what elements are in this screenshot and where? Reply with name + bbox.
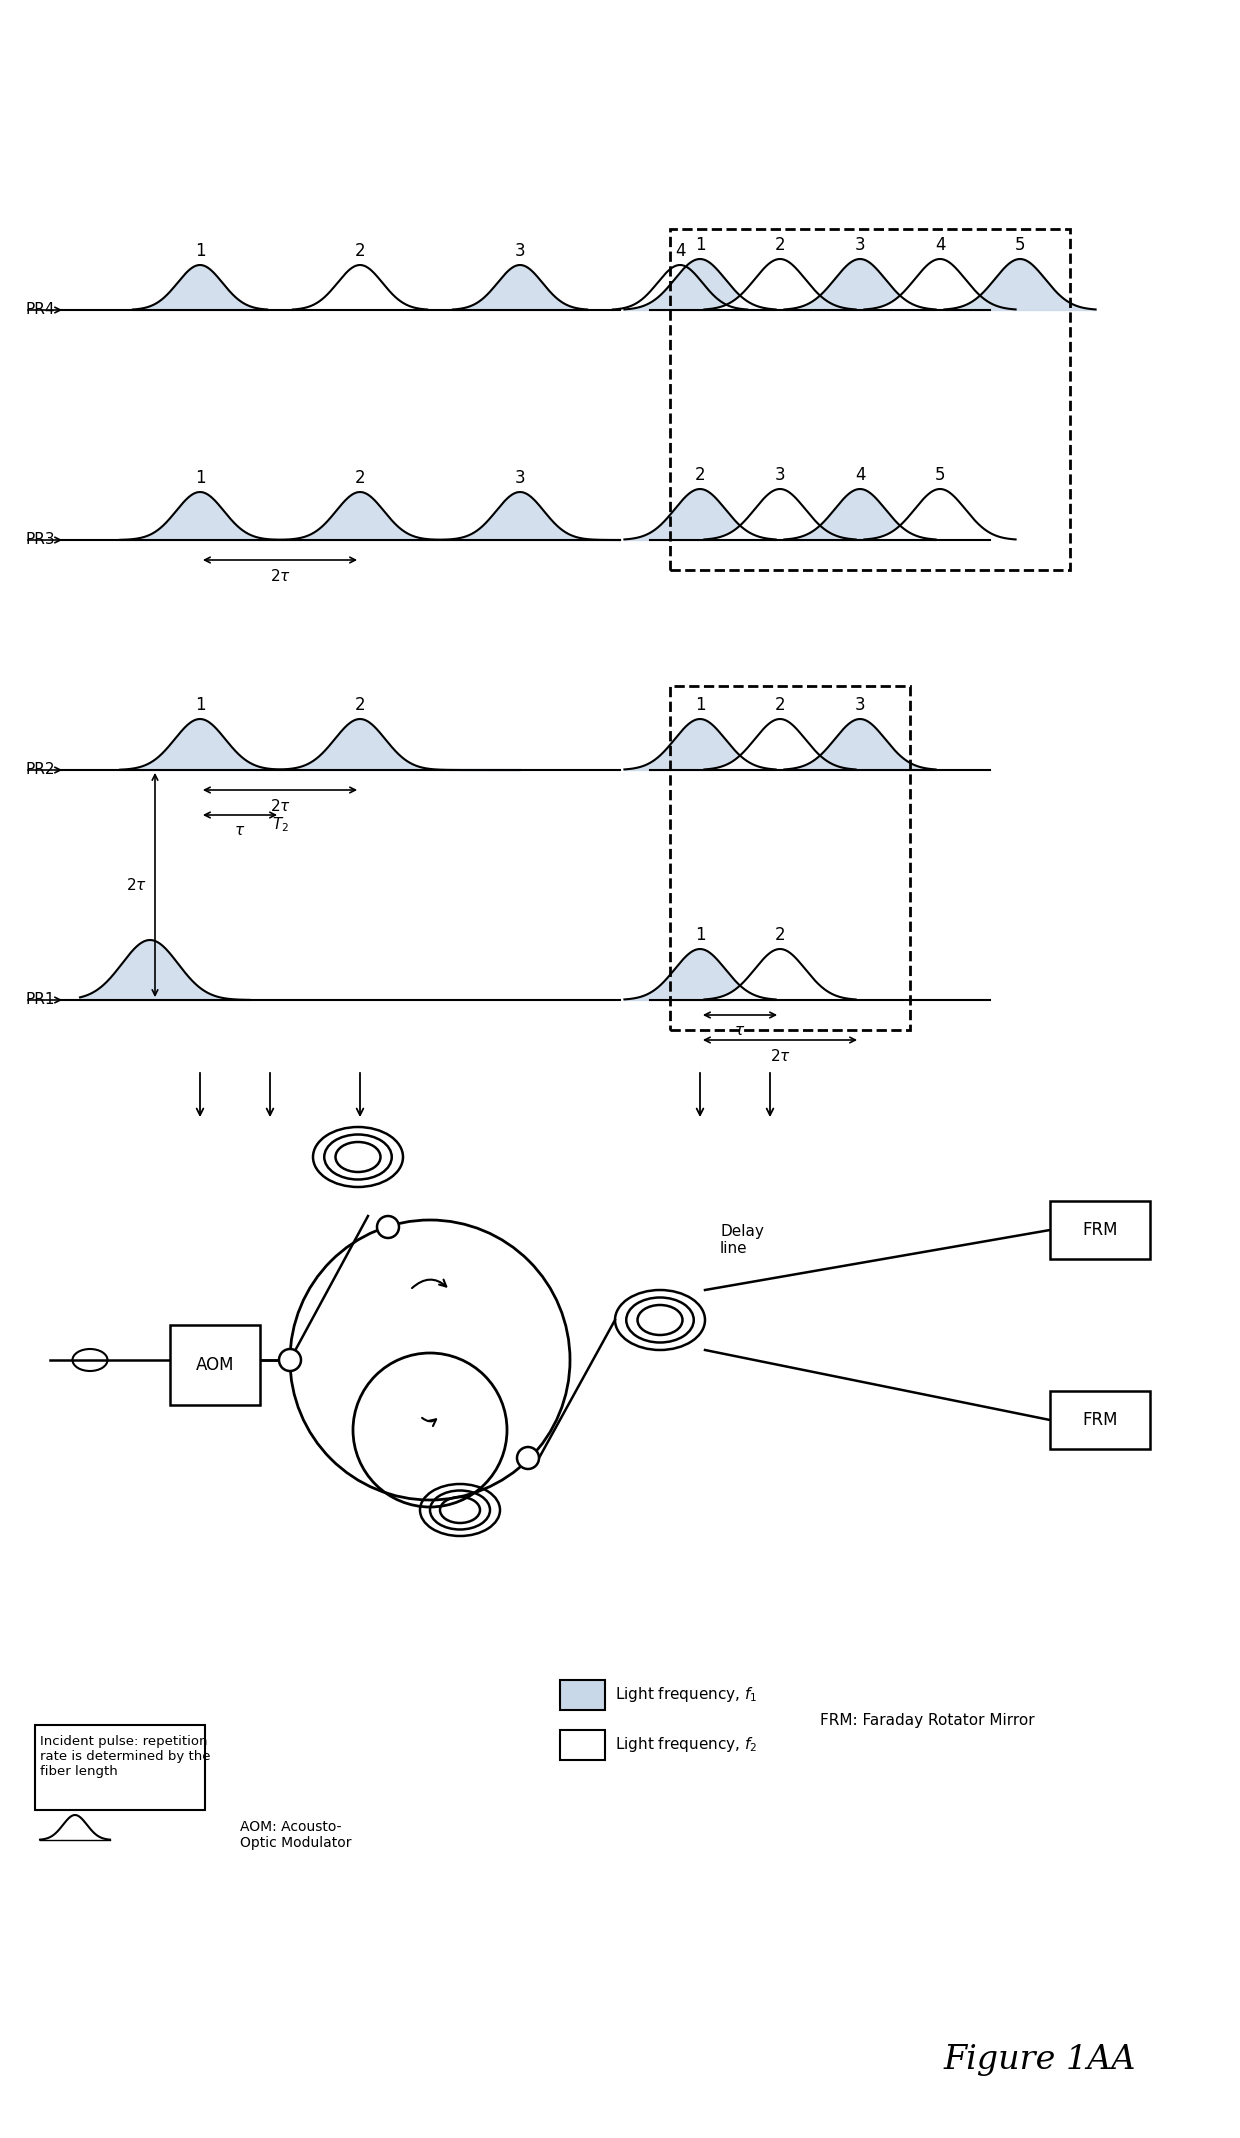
Text: 3: 3 — [854, 235, 866, 254]
Text: $2\tau$: $2\tau$ — [770, 1048, 790, 1065]
Text: 2: 2 — [694, 466, 706, 483]
Text: 5: 5 — [1014, 235, 1025, 254]
Text: PR1: PR1 — [26, 992, 55, 1007]
Text: 2: 2 — [355, 242, 366, 261]
Bar — [560, 1730, 605, 1760]
Bar — [1050, 1202, 1149, 1259]
Text: AOM: AOM — [196, 1355, 234, 1375]
Bar — [1050, 1392, 1149, 1450]
Circle shape — [377, 1217, 399, 1238]
Text: 2: 2 — [775, 926, 785, 945]
Circle shape — [279, 1349, 301, 1370]
Text: AOM: Acousto-
Optic Modulator: AOM: Acousto- Optic Modulator — [241, 1819, 351, 1849]
Text: 4: 4 — [935, 235, 945, 254]
Text: PR4: PR4 — [26, 301, 55, 319]
Bar — [670, 229, 1070, 571]
Text: FRM: Faraday Rotator Mirror: FRM: Faraday Rotator Mirror — [820, 1713, 1034, 1728]
Text: 4: 4 — [854, 466, 866, 483]
Bar — [35, 1725, 205, 1811]
Text: 5: 5 — [935, 466, 945, 483]
Text: 3: 3 — [775, 466, 785, 483]
Text: 3: 3 — [515, 242, 526, 261]
Text: FRM: FRM — [1083, 1221, 1117, 1240]
Text: Light frequency, $f_2$: Light frequency, $f_2$ — [615, 1736, 758, 1755]
Text: $\tau$: $\tau$ — [234, 823, 246, 838]
Text: 1: 1 — [694, 235, 706, 254]
Text: 1: 1 — [694, 697, 706, 714]
Text: $2\tau$: $2\tau$ — [126, 877, 148, 894]
Circle shape — [517, 1447, 539, 1469]
Text: $\tau$: $\tau$ — [734, 1022, 745, 1039]
Text: FRM: FRM — [1083, 1411, 1117, 1428]
Text: 2: 2 — [355, 697, 366, 714]
Text: 1: 1 — [694, 926, 706, 945]
Text: Incident pulse: repetition
rate is determined by the
fiber length: Incident pulse: repetition rate is deter… — [40, 1736, 211, 1779]
Bar — [170, 1326, 260, 1405]
Text: 2: 2 — [775, 235, 785, 254]
Text: Delay
line: Delay line — [720, 1223, 764, 1257]
Text: 4: 4 — [675, 242, 686, 261]
Text: 2: 2 — [775, 697, 785, 714]
Text: PR3: PR3 — [25, 532, 55, 547]
Text: 2: 2 — [355, 468, 366, 487]
Bar — [560, 1680, 605, 1710]
Text: 3: 3 — [515, 468, 526, 487]
Text: PR2: PR2 — [26, 763, 55, 778]
Ellipse shape — [72, 1349, 108, 1370]
Text: Figure 1AA: Figure 1AA — [944, 2044, 1136, 2076]
Text: 1: 1 — [195, 697, 206, 714]
Text: 1: 1 — [195, 468, 206, 487]
Text: 3: 3 — [854, 697, 866, 714]
Text: $2\tau$: $2\tau$ — [269, 797, 290, 815]
Text: Light frequency, $f_1$: Light frequency, $f_1$ — [615, 1685, 758, 1704]
Bar — [670, 686, 910, 1031]
Text: $2\tau$: $2\tau$ — [269, 569, 290, 584]
Text: $T_2$: $T_2$ — [272, 815, 289, 834]
Text: 1: 1 — [195, 242, 206, 261]
